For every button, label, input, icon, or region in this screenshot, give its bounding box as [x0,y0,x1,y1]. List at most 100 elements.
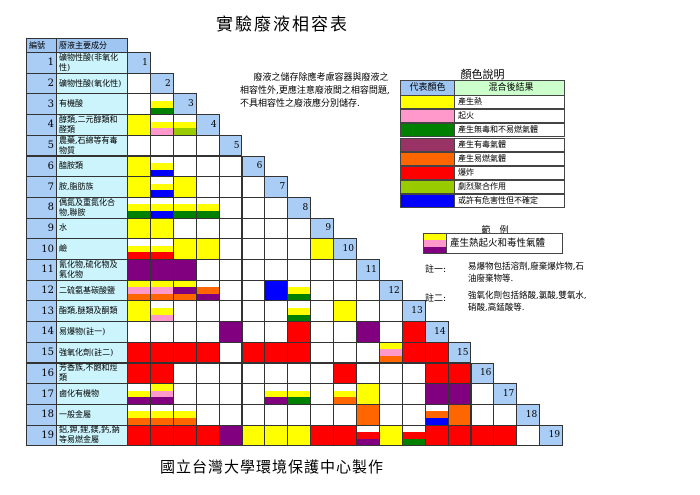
matrix-cell [401,383,426,405]
diagonal-number: 1 [127,52,151,74]
matrix-cell [195,238,220,260]
matrix-cell [356,362,380,385]
matrix-cell [447,362,472,385]
matrix-cell [287,300,312,323]
matrix-cell [378,341,403,364]
note1-text: 易爆物包括溶劑,廢棄爆炸物,石油廢棄物等. [468,262,584,284]
reaction-color-Y [196,204,219,212]
matrix-cell [241,383,266,405]
matrix-cell [218,300,243,323]
matrix-cell [172,114,197,136]
reaction-color-O [448,404,471,425]
reaction-color-Y [150,100,173,108]
diagonal-number: 8 [287,196,312,219]
reaction-color-Y [150,280,173,288]
matrix-cell [310,383,335,405]
legend-item: 爆炸 [400,166,565,180]
reaction-color-R [128,363,150,384]
matrix-cell [333,321,357,343]
row-waste-name: 醇類,二元醇類和醛類 [56,114,128,136]
legend-item: 產生易燃氣體 [400,151,565,166]
matrix-cell [218,403,243,426]
row-number: 19 [26,424,57,447]
matrix-cell [470,403,495,426]
legend-swatch [401,138,455,151]
matrix-cell [127,72,151,95]
row-waste-name: 農藥,石綿等有毒物質 [56,134,128,157]
matrix-cell [195,383,220,405]
matrix-cell [378,362,403,385]
row-waste-name: 一般金屬 [56,403,128,426]
diagonal-number: 14 [424,321,449,343]
matrix-cell [356,279,380,302]
reaction-color-R [196,425,219,446]
diagonal-number: 18 [516,403,541,426]
reaction-color-Y [128,156,150,177]
matrix-cell [195,155,220,178]
matrix-cell [127,300,151,323]
matrix-cell [333,383,357,405]
reaction-color-Y [128,218,150,239]
matrix-cell [264,259,289,281]
reaction-color-Y [150,411,173,419]
row-number: 17 [26,383,57,405]
reaction-color-R [357,432,379,439]
reaction-color-R [150,342,173,363]
matrix-cell [264,424,289,447]
matrix-cell [218,321,243,343]
reaction-color-V [173,287,196,294]
matrix-cell [401,424,426,447]
reaction-color-V [150,397,173,404]
matrix-cell [127,217,151,240]
reaction-color-Y [173,280,196,288]
reaction-color-L [173,128,196,135]
matrix-cell [172,134,197,157]
matrix-cell [378,300,403,323]
row-number: 11 [26,259,57,281]
matrix-cell [241,259,266,281]
reaction-color-Y [128,390,150,398]
reaction-color-Y [150,245,173,253]
matrix-cell [310,341,335,364]
reaction-color-Y [150,121,173,129]
reaction-color-R [265,342,288,363]
reaction-color-R [334,363,356,384]
matrix-cell [127,134,151,157]
matrix-cell [149,383,174,405]
legend-label: 產生無毒和不易燃氣體 [458,125,538,135]
diagonal-number: 10 [333,238,357,260]
matrix-cell [195,362,220,385]
matrix-cell [424,341,449,364]
reaction-color-R [288,342,311,363]
matrix-cell [287,424,312,447]
row-waste-name: 有機酸 [56,93,128,116]
matrix-cell [356,321,380,343]
matrix-cell [333,341,357,364]
matrix-cell [310,362,335,385]
reaction-color-R [288,322,311,342]
reaction-color-B [150,190,173,197]
legend-item: 起火 [400,109,565,124]
matrix-cell [218,341,243,364]
matrix-cell [218,383,243,405]
reaction-color-R [128,342,150,363]
reaction-color-R [402,322,425,342]
note2-text: 強氧化劑包括鉻酸,氯酸,雙氧水,硝酸,高錳酸等. [468,291,587,313]
matrix-cell [241,300,266,323]
matrix-cell [447,383,472,405]
reaction-color-G [196,211,219,218]
header-name: 廢液主要成分 [56,38,128,53]
matrix-cell [447,403,472,426]
row-number: 15 [26,341,57,364]
matrix-cell [149,424,174,447]
matrix-cell [241,424,266,447]
row-waste-name: 鹼 [56,238,128,260]
matrix-cell [333,362,357,385]
reaction-color-O [173,418,196,425]
legend-label: 劇烈聚合作用 [458,182,506,192]
reaction-color-O [357,404,379,425]
matrix-cell [172,321,197,343]
reaction-color-V [128,397,150,404]
reaction-color-O [379,355,402,363]
reaction-color-V [357,438,379,446]
